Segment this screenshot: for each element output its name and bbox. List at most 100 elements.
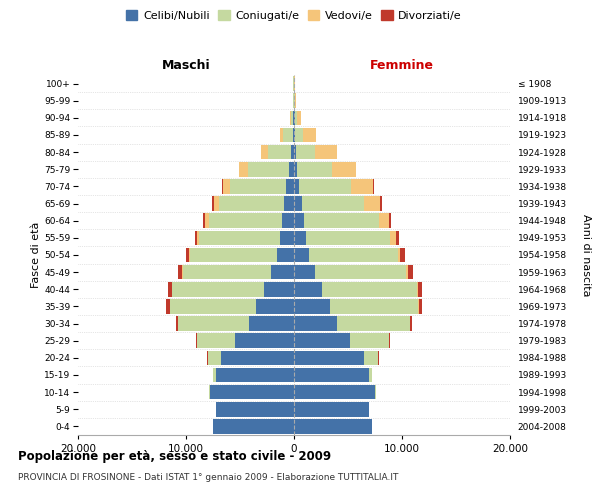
Text: Maschi: Maschi: [161, 58, 211, 71]
Bar: [166, 299, 170, 314]
Bar: [294, 316, 337, 331]
Bar: [302, 128, 316, 142]
Bar: [284, 196, 294, 211]
Bar: [289, 162, 294, 176]
Bar: [256, 299, 294, 314]
Bar: [277, 248, 294, 262]
Bar: [395, 230, 398, 245]
Bar: [373, 179, 374, 194]
Bar: [214, 196, 220, 211]
Bar: [194, 230, 197, 245]
Bar: [293, 110, 294, 125]
Bar: [400, 248, 404, 262]
Bar: [170, 299, 256, 314]
Bar: [297, 162, 332, 176]
Bar: [294, 196, 302, 211]
Bar: [290, 110, 293, 125]
Bar: [322, 282, 417, 296]
Bar: [183, 265, 271, 280]
Bar: [294, 385, 375, 400]
Bar: [295, 94, 296, 108]
Bar: [264, 282, 294, 296]
Bar: [389, 214, 391, 228]
Bar: [379, 214, 389, 228]
Bar: [296, 145, 316, 160]
Bar: [294, 368, 368, 382]
Bar: [178, 265, 182, 280]
Bar: [294, 299, 329, 314]
Bar: [197, 334, 235, 348]
Bar: [230, 179, 286, 194]
Bar: [199, 230, 280, 245]
Bar: [418, 282, 422, 296]
Bar: [197, 230, 199, 245]
Text: PROVINCIA DI FROSINONE - Dati ISTAT 1° gennaio 2009 - Elaborazione TUTTITALIA.IT: PROVINCIA DI FROSINONE - Dati ISTAT 1° g…: [18, 472, 398, 482]
Bar: [294, 402, 368, 416]
Bar: [216, 402, 294, 416]
Bar: [271, 265, 294, 280]
Bar: [210, 385, 294, 400]
Bar: [293, 128, 294, 142]
Bar: [280, 128, 283, 142]
Bar: [294, 179, 299, 194]
Bar: [408, 265, 413, 280]
Bar: [261, 145, 268, 160]
Bar: [294, 94, 295, 108]
Bar: [309, 248, 398, 262]
Bar: [417, 282, 418, 296]
Bar: [302, 196, 364, 211]
Bar: [364, 350, 378, 365]
Bar: [220, 196, 284, 211]
Bar: [406, 265, 408, 280]
Bar: [294, 162, 297, 176]
Bar: [239, 162, 248, 176]
Bar: [248, 316, 294, 331]
Bar: [213, 419, 294, 434]
Bar: [235, 334, 294, 348]
Bar: [294, 282, 322, 296]
Legend: Celibi/Nubili, Coniugati/e, Vedovi/e, Divorziati/e: Celibi/Nubili, Coniugati/e, Vedovi/e, Di…: [122, 6, 466, 25]
Bar: [294, 248, 309, 262]
Bar: [280, 230, 294, 245]
Bar: [292, 145, 294, 160]
Bar: [294, 419, 372, 434]
Bar: [190, 248, 277, 262]
Bar: [196, 334, 197, 348]
Bar: [294, 350, 364, 365]
Bar: [294, 110, 295, 125]
Bar: [368, 368, 372, 382]
Bar: [295, 128, 302, 142]
Bar: [294, 128, 295, 142]
Text: Femmine: Femmine: [370, 58, 434, 71]
Bar: [295, 110, 297, 125]
Bar: [364, 196, 380, 211]
Bar: [350, 334, 389, 348]
Bar: [294, 214, 304, 228]
Bar: [282, 214, 294, 228]
Bar: [172, 282, 264, 296]
Bar: [221, 350, 294, 365]
Bar: [213, 368, 216, 382]
Bar: [248, 162, 289, 176]
Text: Popolazione per età, sesso e stato civile - 2009: Popolazione per età, sesso e stato civil…: [18, 450, 331, 463]
Bar: [304, 214, 379, 228]
Bar: [337, 316, 410, 331]
Bar: [294, 230, 306, 245]
Bar: [299, 179, 351, 194]
Bar: [351, 179, 373, 194]
Bar: [390, 230, 395, 245]
Bar: [306, 230, 390, 245]
Bar: [297, 110, 301, 125]
Bar: [286, 179, 294, 194]
Bar: [294, 145, 296, 160]
Bar: [223, 179, 230, 194]
Bar: [216, 368, 294, 382]
Bar: [212, 196, 214, 211]
Bar: [178, 316, 248, 331]
Y-axis label: Anni di nascita: Anni di nascita: [581, 214, 591, 296]
Bar: [205, 214, 209, 228]
Bar: [176, 316, 178, 331]
Bar: [294, 265, 314, 280]
Bar: [314, 265, 406, 280]
Bar: [316, 145, 337, 160]
